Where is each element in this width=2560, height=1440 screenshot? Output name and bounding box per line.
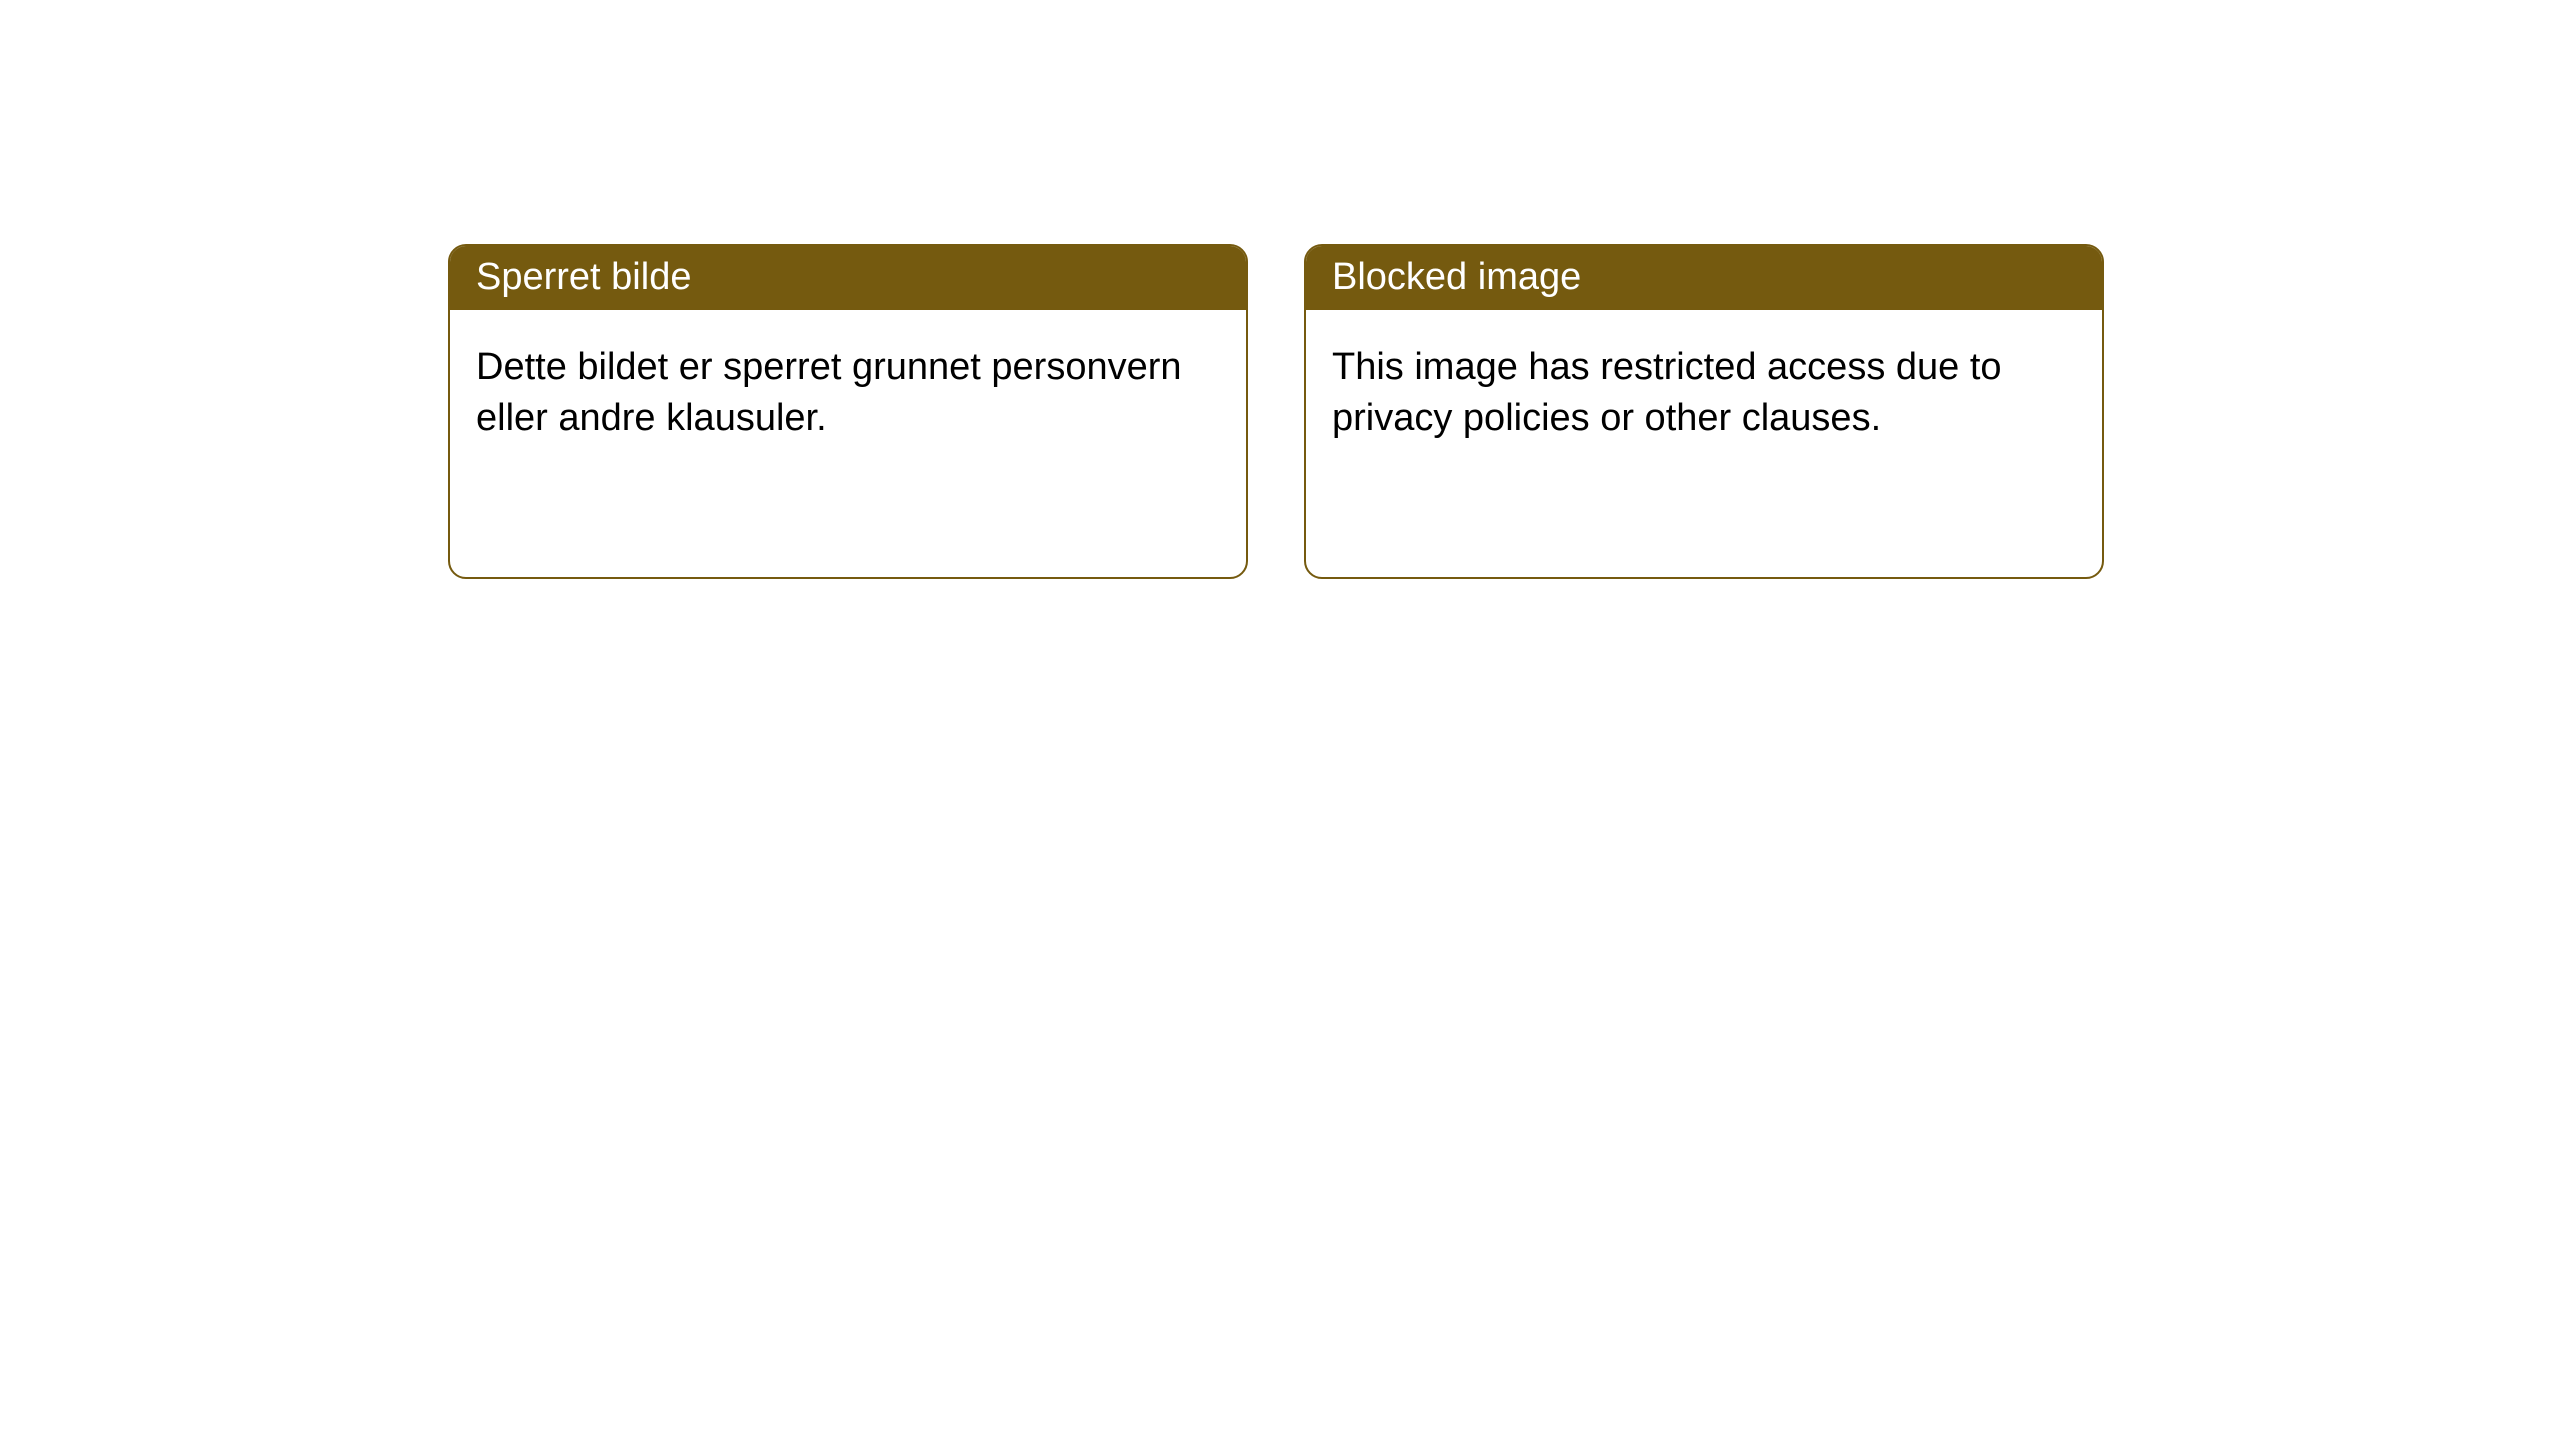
notice-body: This image has restricted access due to …: [1306, 310, 2102, 471]
notices-row: Sperret bilde Dette bildet er sperret gr…: [0, 0, 2560, 579]
notice-body: Dette bildet er sperret grunnet personve…: [450, 310, 1246, 471]
notice-title: Sperret bilde: [450, 246, 1246, 310]
notice-card: Blocked image This image has restricted …: [1304, 244, 2104, 579]
notice-card: Sperret bilde Dette bildet er sperret gr…: [448, 244, 1248, 579]
notice-title: Blocked image: [1306, 246, 2102, 310]
